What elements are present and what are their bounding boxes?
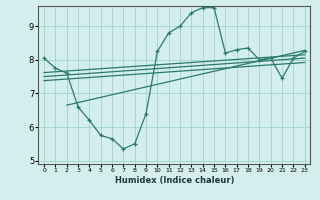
X-axis label: Humidex (Indice chaleur): Humidex (Indice chaleur)	[115, 176, 234, 185]
